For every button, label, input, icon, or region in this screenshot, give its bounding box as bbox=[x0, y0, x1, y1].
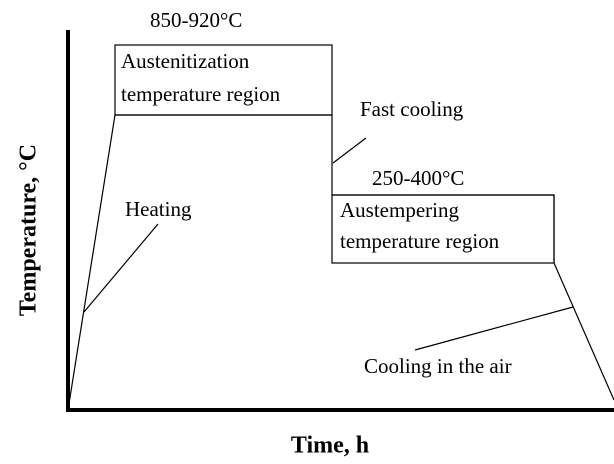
y-axis-label: Temperature, °C bbox=[16, 144, 42, 316]
stage-range: 250-400°C bbox=[372, 166, 464, 190]
stage-label: temperature region bbox=[340, 229, 500, 253]
annotation: Fast cooling bbox=[360, 97, 464, 121]
leader-line bbox=[414, 306, 574, 351]
stage-label: Austenitization bbox=[121, 49, 250, 73]
austempering-box bbox=[331, 194, 555, 264]
leader-line bbox=[83, 223, 159, 313]
stage-label: Austempering bbox=[340, 198, 459, 222]
austenitization-box bbox=[114, 44, 333, 116]
annotation: Heating bbox=[125, 197, 192, 221]
x-axis-label: Time, h bbox=[291, 433, 369, 459]
stage-range: 850-920°C bbox=[150, 8, 242, 32]
annotation: Cooling in the air bbox=[364, 354, 512, 378]
stage-label: temperature region bbox=[121, 82, 281, 106]
leader-line bbox=[332, 137, 367, 164]
